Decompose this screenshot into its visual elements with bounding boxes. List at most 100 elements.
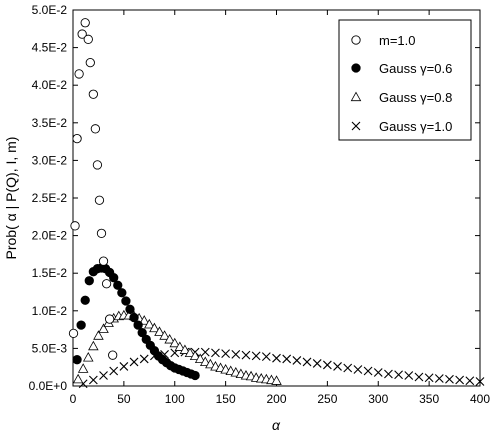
data-point [271,375,282,385]
data-point [353,365,363,374]
data-point [80,295,90,305]
data-point [465,376,475,386]
data-point [343,363,353,373]
data-point [272,353,281,363]
data-point [434,374,444,383]
data-point [92,160,103,170]
data-point [312,359,322,368]
data-point [133,320,143,330]
legend-label-m1: m=1.0 [379,33,416,48]
y-tick-label: 4.0E-2 [32,78,68,92]
y-tick-label: 2.5E-2 [32,191,68,205]
y-tick-label: 5.0E-3 [32,341,68,355]
legend-symbol [351,63,361,73]
data-point [117,288,127,298]
x-tick-label: 100 [165,392,185,406]
data-point [189,350,201,361]
x-tick-label: 50 [117,392,131,406]
data-point [445,374,454,384]
data-point [211,348,220,358]
data-point [119,362,129,371]
y-tick-label: 4.5E-2 [32,41,68,55]
data-point [184,347,196,357]
data-point [200,347,210,357]
legend-symbol [351,121,361,131]
data-point [88,375,98,385]
data-point [72,133,82,144]
data-point [77,363,89,373]
data-point [68,328,79,339]
legend-label-gauss-06: Gauss γ=0.6 [379,61,452,76]
legend: m=1.0 Gauss γ=0.6 Gauss γ=0.8 Gauss γ=1.… [338,19,472,141]
legend-symbol [351,35,361,45]
legend-label-gauss-08: Gauss γ=0.8 [379,90,452,105]
data-point [475,377,485,386]
data-point [72,373,84,384]
data-point [138,315,150,325]
data-point [77,29,87,39]
data-point [322,360,332,370]
data-point [70,221,80,231]
data-point [144,318,155,329]
data-point [139,354,149,364]
y-axis-title: Prob( α | P(Q), I, m) [3,137,19,260]
x-tick-label: 350 [419,392,439,406]
data-point [96,228,107,238]
data-point [93,330,104,340]
data-point [88,340,99,351]
data-point [108,350,118,360]
series-3 [78,347,485,389]
data-point [190,370,200,381]
data-point [292,356,302,365]
data-point [98,256,109,266]
y-tick-label: 3.0E-2 [32,153,68,167]
data-point [83,34,93,44]
data-point [231,350,241,359]
data-point [76,320,86,330]
data-point [404,371,414,380]
data-point [137,327,147,338]
legend-symbol [350,91,362,102]
data-point [394,370,403,380]
data-point [74,69,84,79]
data-point [221,349,231,359]
data-point [302,357,312,367]
data-point [90,124,101,134]
data-point [205,358,216,369]
data-point [455,375,465,385]
data-point [113,280,123,290]
data-point [109,366,119,376]
data-point [333,362,342,371]
series-0 [68,18,118,360]
data-point [424,373,434,383]
y-tick-label: 1.5E-2 [32,266,68,280]
data-point [94,195,105,205]
data-point [149,322,160,333]
data-point [241,350,251,360]
legend-label-gauss-10: Gauss γ=1.0 [379,119,452,134]
y-tick-label: 3.5E-2 [32,116,68,130]
data-point [154,326,165,336]
data-markers [68,18,485,389]
y-tick-label: 5.0E-2 [32,3,68,17]
data-point [99,371,108,380]
data-point [384,369,393,379]
data-point [363,366,373,376]
data-point [179,344,191,354]
data-point [82,352,94,362]
x-tick-label: 400 [470,392,490,406]
data-point [159,330,170,340]
series-1 [72,263,200,381]
x-tick-label: 200 [266,392,286,406]
data-point [125,304,135,314]
data-point [194,353,206,364]
data-point [98,323,109,333]
data-point [101,279,112,289]
data-point [261,352,271,362]
data-point [251,351,261,361]
axis-ticks [72,9,481,387]
y-tick-label: 0.0E+0 [29,379,68,393]
data-point [169,337,181,348]
x-tick-label: 250 [317,392,337,406]
